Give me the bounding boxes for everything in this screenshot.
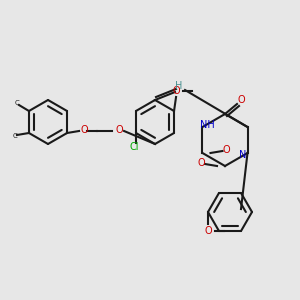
Text: C: C — [15, 100, 19, 106]
Text: O: O — [115, 125, 123, 135]
Text: NH: NH — [200, 120, 215, 130]
Text: N: N — [239, 150, 246, 160]
Text: O: O — [80, 125, 88, 135]
Text: O: O — [172, 86, 180, 96]
Text: H: H — [175, 81, 183, 91]
Text: C: C — [13, 133, 17, 139]
Text: O: O — [204, 226, 212, 236]
Text: O: O — [237, 95, 245, 105]
Text: O: O — [223, 145, 230, 155]
Text: Cl: Cl — [129, 142, 139, 152]
Text: O: O — [197, 158, 205, 168]
